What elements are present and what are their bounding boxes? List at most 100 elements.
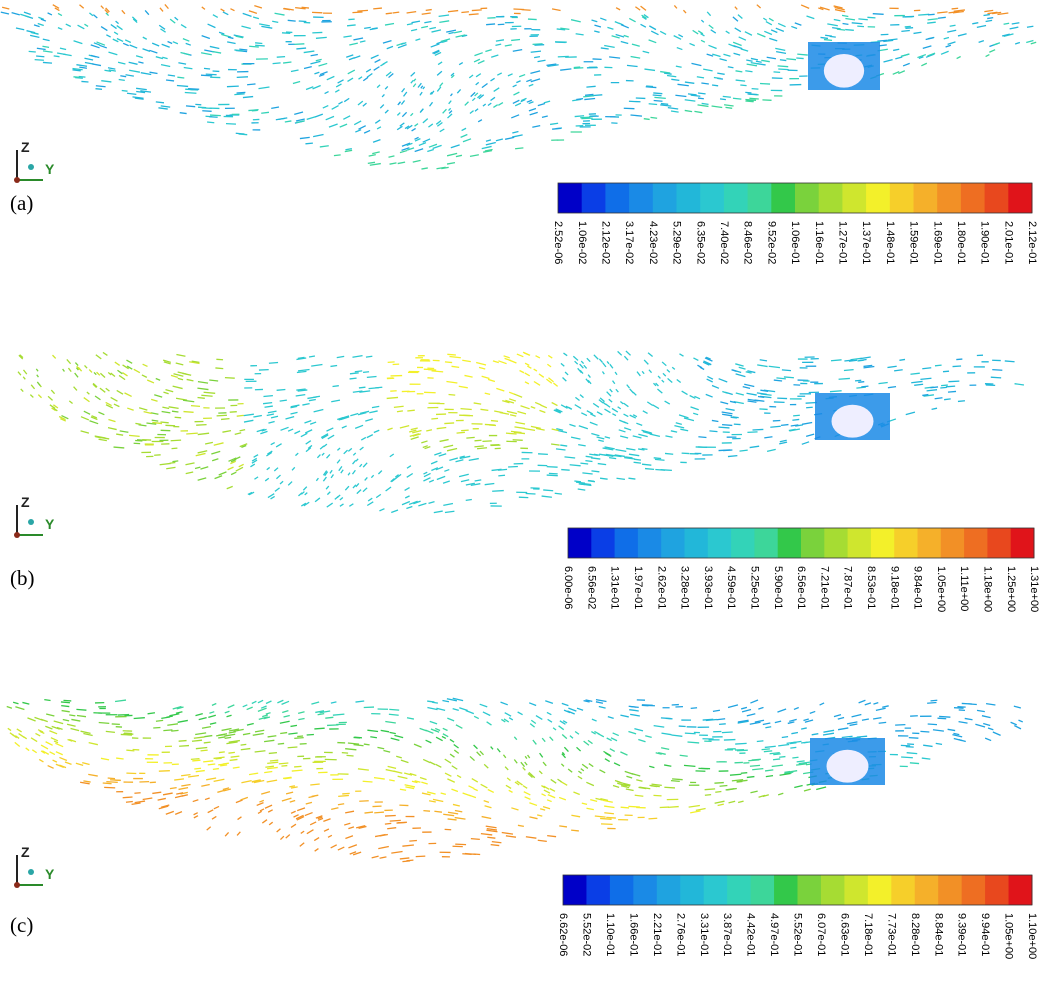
vector-arrow xyxy=(576,707,584,711)
vector-arrow xyxy=(858,699,866,704)
vector-arrow xyxy=(640,23,647,28)
vector-arrow xyxy=(326,454,331,459)
vector-arrow xyxy=(571,829,579,832)
colorbar-swatch xyxy=(801,528,825,558)
vector-arrow xyxy=(956,55,961,60)
vector-arrow xyxy=(200,466,209,470)
vector-arrow xyxy=(595,699,607,703)
vector-arrow xyxy=(750,699,759,704)
vector-arrow xyxy=(74,362,79,367)
vector-arrow xyxy=(448,110,453,114)
vector-arrow xyxy=(110,779,121,782)
vector-arrow xyxy=(92,14,98,19)
vector-arrow xyxy=(291,466,296,471)
vector-arrow xyxy=(625,456,633,459)
vector-arrow xyxy=(836,28,846,31)
vector-arrow xyxy=(927,13,935,16)
vector-arrow xyxy=(937,11,948,14)
vector-arrow xyxy=(418,502,427,507)
vector-arrow xyxy=(17,371,22,376)
vector-arrow xyxy=(792,418,800,421)
vector-arrow xyxy=(412,429,422,434)
vector-arrow xyxy=(978,40,985,43)
vector-arrow xyxy=(664,786,676,789)
vector-arrow xyxy=(247,491,253,496)
vector-arrow xyxy=(399,425,410,429)
vector-arrow xyxy=(500,701,508,706)
vector-arrow xyxy=(987,727,994,731)
vector-arrow xyxy=(326,491,331,496)
vector-arrow xyxy=(508,717,514,721)
colorbar-label: 4.23e-02 xyxy=(647,221,659,264)
vector-arrow xyxy=(655,468,666,471)
colorbar-label: 6.00e-06 xyxy=(562,566,574,609)
vector-arrow xyxy=(519,369,525,374)
vector-arrow xyxy=(786,58,797,61)
vector-arrow xyxy=(96,41,106,46)
vector-arrow xyxy=(228,731,236,734)
vector-arrow xyxy=(687,93,697,96)
vector-arrow xyxy=(267,493,275,499)
axis-label-z: Z xyxy=(21,844,30,860)
vector-arrow xyxy=(623,402,629,408)
vector-arrow xyxy=(49,730,58,735)
vector-arrow xyxy=(683,417,695,422)
vector-arrow xyxy=(380,63,385,67)
vector-arrow xyxy=(411,127,416,132)
vector-arrow xyxy=(334,89,340,93)
vector-arrow xyxy=(322,104,329,109)
vector-arrow xyxy=(347,742,360,745)
vector-arrow xyxy=(280,426,289,431)
vector-arrow xyxy=(660,70,671,74)
vector-arrow xyxy=(428,500,435,504)
vector-arrow xyxy=(615,388,619,393)
vector-arrow xyxy=(152,421,163,425)
vector-arrow xyxy=(255,42,263,45)
vector-arrow xyxy=(711,384,720,389)
vector-arrow xyxy=(505,432,517,435)
vector-arrow xyxy=(662,372,667,377)
vector-arrow xyxy=(440,38,451,43)
colorbar-swatch xyxy=(633,875,658,905)
vector-arrow xyxy=(460,133,468,139)
vector-arrow xyxy=(414,148,424,153)
vector-arrow xyxy=(76,365,81,371)
vector-arrow xyxy=(795,424,803,427)
vector-arrow xyxy=(557,55,569,58)
vector-arrow xyxy=(546,711,552,716)
vector-arrow xyxy=(640,5,647,11)
vector-arrow xyxy=(465,482,475,486)
vector-arrow xyxy=(759,359,768,362)
vector-arrow xyxy=(451,788,459,793)
vector-arrow xyxy=(53,55,60,58)
vector-arrow xyxy=(218,733,228,736)
vector-arrow xyxy=(770,425,781,428)
vector-arrow xyxy=(226,85,239,88)
vector-arrow xyxy=(579,363,584,369)
colorbar-swatch xyxy=(984,183,1009,213)
vector-arrow xyxy=(177,719,188,723)
vector-arrow xyxy=(406,717,415,720)
colorbar-label: 8.28e-01 xyxy=(909,913,921,956)
vector-arrow xyxy=(446,698,458,702)
vector-arrow xyxy=(225,122,237,125)
vector-arrow xyxy=(268,361,279,364)
vector-arrow xyxy=(352,452,357,456)
vector-arrow xyxy=(442,699,450,703)
vector-arrow xyxy=(230,471,237,476)
vector-arrow xyxy=(100,757,110,761)
vector-arrow xyxy=(222,787,230,791)
vector-arrow xyxy=(649,765,655,769)
vector-arrow xyxy=(604,805,615,809)
vector-arrow xyxy=(922,393,929,397)
vector-arrow xyxy=(474,108,479,112)
vector-arrow xyxy=(198,716,207,721)
vector-arrow xyxy=(520,761,526,768)
vector-arrow xyxy=(620,785,630,789)
vector-arrow xyxy=(272,62,281,65)
vector-arrow xyxy=(303,501,310,507)
colorbar-swatch xyxy=(938,875,963,905)
vector-arrow xyxy=(725,408,735,411)
vector-arrow xyxy=(409,839,417,842)
vector-arrow xyxy=(220,417,230,421)
